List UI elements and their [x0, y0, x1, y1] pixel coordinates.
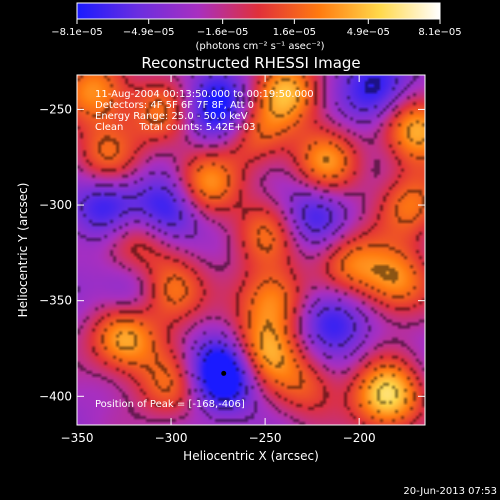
y-tick-label: −400: [39, 389, 72, 403]
x-tick-label: −200: [343, 431, 376, 445]
x-tick-label: −300: [155, 431, 188, 445]
x-axis: −350 −300 −250 −200: [61, 75, 376, 445]
colorbar-ticks: −8.1e−05 −4.9e−05 −1.6e−05 1.6e−05 4.9e−05 8.…: [51, 19, 462, 38]
chart-title: Reconstructed RHESSI Image: [141, 54, 360, 72]
colorbar-tick-label: 1.6e−05: [273, 27, 316, 38]
x-tick-label: −250: [249, 431, 282, 445]
x-tick-label: −350: [61, 431, 94, 445]
annotation-line: 11-Aug-2004 00:13:50.000 to 00:19:50.000: [95, 89, 314, 100]
peak-position-label: Position of Peak = [-168,-406]: [95, 399, 245, 410]
colorbar-tick-label: −1.6e−05: [197, 27, 249, 38]
annotation-line: Clean Total counts: 5.42E+03: [95, 122, 255, 133]
x-axis-label: Heliocentric X (arcsec): [183, 449, 319, 463]
colorbar-tick-label: −8.1e−05: [51, 27, 103, 38]
y-tick-label: −250: [39, 102, 72, 116]
annotation-block: 11-Aug-2004 00:13:50.000 to 00:19:50.000…: [95, 89, 314, 133]
colorbar-units: (photons cm⁻² s⁻¹ asec⁻²): [195, 41, 324, 52]
y-tick-label: −350: [39, 294, 72, 308]
colorbar: [76, 2, 441, 20]
footer-date: 20-Jun-2013 07:53: [403, 486, 497, 497]
annotation-line: Energy Range: 25.0 - 50.0 keV: [95, 111, 248, 122]
annotation-line: Detectors: 4F 5F 6F 7F 8F, Att 0: [95, 100, 254, 111]
colorbar-tick-label: 8.1e−05: [418, 27, 461, 38]
y-axis: −250 −300 −350 −400: [39, 102, 425, 403]
heatmap-region: [77, 75, 425, 425]
colorbar-tick-label: 4.9e−05: [347, 27, 390, 38]
y-tick-label: −300: [39, 198, 72, 212]
peak-marker: [221, 370, 227, 376]
plot-frame: [76, 74, 426, 426]
heatmap-image: [77, 75, 425, 425]
y-axis-label: Heliocentric Y (arcsec): [16, 183, 30, 318]
colorbar-tick-label: −4.9e−05: [123, 27, 175, 38]
